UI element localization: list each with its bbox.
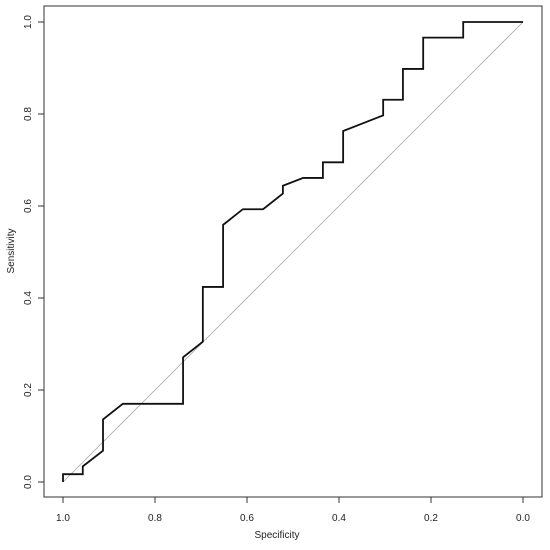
- x-tick-label: 0.0: [516, 513, 530, 524]
- y-tick-label: 0.0: [23, 475, 34, 489]
- y-tick-label: 1.0: [23, 15, 34, 29]
- y-tick-label: 0.8: [23, 107, 34, 121]
- diagonal-reference-line: [62, 21, 524, 483]
- y-tick-label: 0.2: [23, 383, 34, 397]
- y-axis-label: Sensitivity: [6, 228, 17, 273]
- x-tick-label: 1.0: [56, 513, 70, 524]
- x-axis-label: Specificity: [254, 530, 299, 541]
- x-tick-label: 0.8: [148, 513, 162, 524]
- x-tick-label: 0.4: [332, 513, 346, 524]
- x-tick-label: 0.6: [240, 513, 254, 524]
- y-tick-label: 0.6: [23, 199, 34, 213]
- y-tick-label: 0.4: [23, 291, 34, 305]
- roc-curve-line: [62, 21, 523, 482]
- y-axis: 0.0 0.2 0.4 0.6 0.8 1.0: [23, 15, 45, 489]
- x-axis: 1.0 0.8 0.6 0.4 0.2 0.0: [56, 496, 530, 524]
- x-tick-label: 0.2: [424, 513, 438, 524]
